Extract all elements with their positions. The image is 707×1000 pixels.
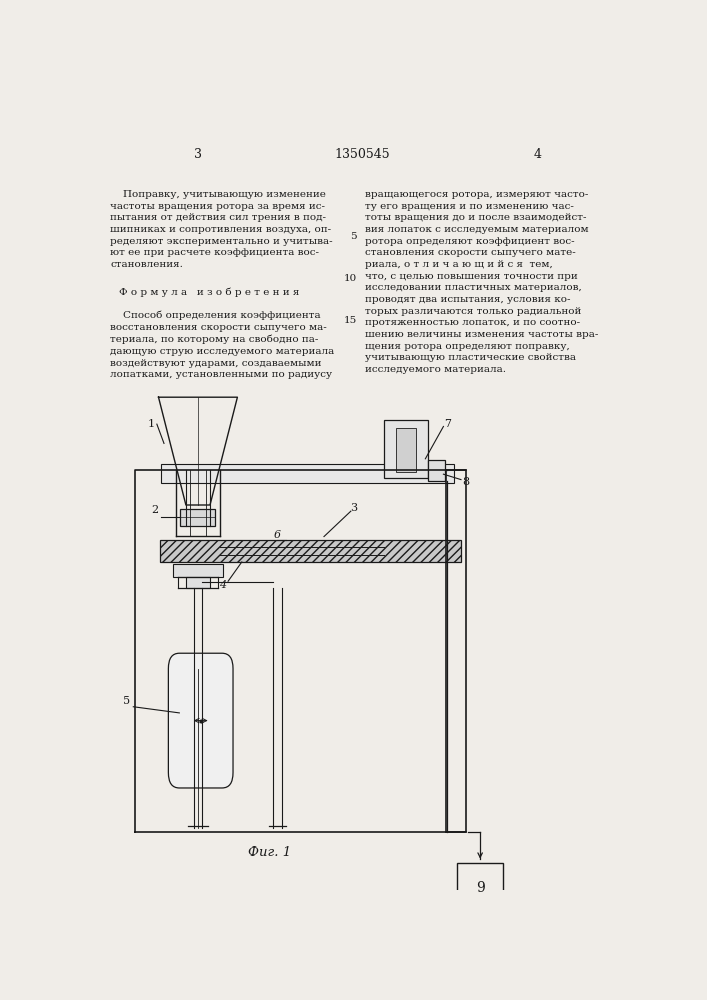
Text: 10: 10 — [344, 274, 357, 283]
FancyBboxPatch shape — [168, 653, 233, 788]
Text: 4: 4 — [534, 148, 542, 161]
Bar — [457, 863, 503, 913]
Text: 3: 3 — [351, 503, 358, 513]
Bar — [397, 428, 416, 472]
Bar — [160, 540, 461, 562]
Bar — [160, 464, 455, 483]
Text: Ф о р м у л а   и з о б р е т е н и я: Ф о р м у л а и з о б р е т е н и я — [119, 288, 299, 297]
Text: 1350545: 1350545 — [334, 148, 390, 161]
Bar — [173, 564, 223, 577]
Text: Способ определения коэффициента
восстановления скорости сыпучего ма-
териала, по: Способ определения коэффициента восстано… — [110, 311, 334, 379]
Text: 5: 5 — [123, 696, 130, 706]
Text: Фиг. 1: Фиг. 1 — [247, 846, 291, 859]
Text: 4: 4 — [219, 580, 226, 590]
Text: 9: 9 — [476, 881, 484, 895]
Text: вращающегося ротора, измеряют часто-
ту его вращения и по изменению час-
тоты вр: вращающегося ротора, измеряют часто- ту … — [365, 190, 598, 374]
Text: 2: 2 — [151, 505, 158, 515]
Text: 8: 8 — [462, 477, 469, 487]
Bar — [186, 577, 210, 588]
Bar — [428, 460, 445, 481]
Bar — [385, 420, 428, 478]
Text: 1: 1 — [148, 419, 155, 429]
Text: 3: 3 — [194, 148, 202, 161]
Text: 6: 6 — [274, 530, 281, 540]
Text: 15: 15 — [344, 316, 357, 325]
Text: 5: 5 — [350, 232, 357, 241]
Text: 7: 7 — [444, 419, 451, 429]
Bar — [180, 509, 216, 526]
Text: Поправку, учитывающую изменение
частоты вращения ротора за время ис-
пытания от : Поправку, учитывающую изменение частоты … — [110, 190, 333, 269]
